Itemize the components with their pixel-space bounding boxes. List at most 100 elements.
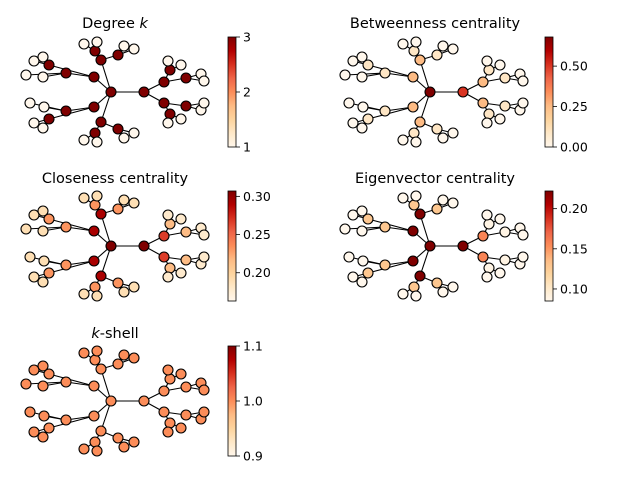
node	[78, 134, 90, 146]
node	[105, 240, 117, 252]
nodes	[20, 345, 210, 457]
node	[164, 218, 176, 230]
node	[175, 267, 187, 279]
node	[379, 221, 391, 233]
node	[28, 209, 40, 221]
panel-4: Eigenvector centrality 0.10 0.15 0.20	[339, 171, 588, 302]
node	[78, 192, 90, 204]
node	[112, 358, 124, 370]
node	[91, 36, 103, 48]
node	[20, 69, 32, 81]
node	[28, 364, 40, 376]
node	[164, 108, 176, 120]
panel-title: Eigenvector centrality	[355, 171, 515, 187]
node	[128, 281, 140, 293]
node	[175, 113, 187, 125]
colorbar-gradient	[227, 36, 237, 148]
colorbar-tick-label: 1	[243, 140, 251, 155]
colorbar-tick-label: 0.30	[243, 189, 271, 204]
node	[91, 445, 103, 457]
node	[78, 38, 90, 50]
node	[407, 71, 419, 83]
node	[410, 136, 422, 148]
node	[483, 262, 495, 274]
node	[138, 395, 150, 407]
node	[379, 105, 391, 117]
node	[88, 71, 100, 83]
node	[28, 117, 40, 129]
node	[517, 229, 529, 241]
panel-5: k-shell 0.9 1.0 1.1	[20, 326, 263, 464]
node	[78, 288, 90, 300]
node	[477, 230, 489, 242]
panel-title: Degree k	[82, 16, 148, 32]
node	[483, 64, 495, 76]
edge	[419, 213, 431, 247]
node	[483, 218, 495, 230]
node	[379, 67, 391, 79]
node	[89, 281, 101, 293]
node	[431, 49, 443, 61]
panel-title: Closeness centrality	[42, 171, 189, 187]
node	[499, 72, 511, 84]
colorbar-tick-label: 3	[243, 30, 251, 45]
node	[198, 229, 210, 241]
colorbar-gradient	[544, 190, 554, 302]
node	[517, 97, 529, 109]
node	[91, 290, 103, 302]
node	[362, 59, 374, 71]
edge	[48, 373, 95, 387]
node	[481, 55, 493, 67]
node	[198, 384, 210, 396]
node	[91, 136, 103, 148]
panel-title: k-shell	[91, 326, 138, 342]
node	[347, 209, 359, 221]
edge	[48, 106, 95, 120]
node	[60, 414, 72, 426]
node	[362, 267, 374, 279]
node	[397, 192, 409, 204]
node	[397, 38, 409, 50]
node	[414, 270, 426, 282]
edge	[367, 64, 414, 78]
node	[180, 409, 192, 421]
edge	[100, 59, 112, 93]
node	[198, 251, 210, 263]
panel-2: Betweenness centrality 0.00 0.25 0.50	[339, 16, 588, 155]
node	[162, 209, 174, 221]
edge	[48, 218, 95, 232]
node	[457, 240, 469, 252]
colorbar-gradient	[544, 36, 554, 148]
panel-title-italic: k	[139, 16, 148, 32]
node	[95, 270, 107, 282]
node	[447, 281, 459, 293]
colorbar-gradient	[227, 345, 237, 457]
node	[357, 101, 369, 113]
node	[481, 209, 493, 221]
node	[60, 259, 72, 271]
node	[38, 410, 50, 422]
node	[408, 45, 420, 57]
node	[88, 101, 100, 113]
node	[20, 223, 32, 235]
panel-3: Closeness centrality 0.20 0.25 0.30	[20, 171, 271, 302]
panel-title-text: -shell	[100, 326, 139, 342]
node	[198, 97, 210, 109]
nodes	[20, 190, 210, 302]
node	[112, 123, 124, 135]
node	[408, 281, 420, 293]
colorbar-gradient	[227, 190, 237, 302]
node	[128, 352, 140, 364]
node	[414, 116, 426, 128]
node	[198, 75, 210, 87]
node	[397, 134, 409, 146]
colorbar-tick-label: 0.25	[243, 227, 271, 242]
edge	[367, 260, 414, 274]
colorbar-tick-label: 1.1	[243, 339, 263, 354]
node	[164, 417, 176, 429]
node	[128, 127, 140, 139]
node	[24, 251, 36, 263]
edge	[367, 106, 414, 120]
node	[162, 426, 174, 438]
node	[37, 51, 49, 63]
